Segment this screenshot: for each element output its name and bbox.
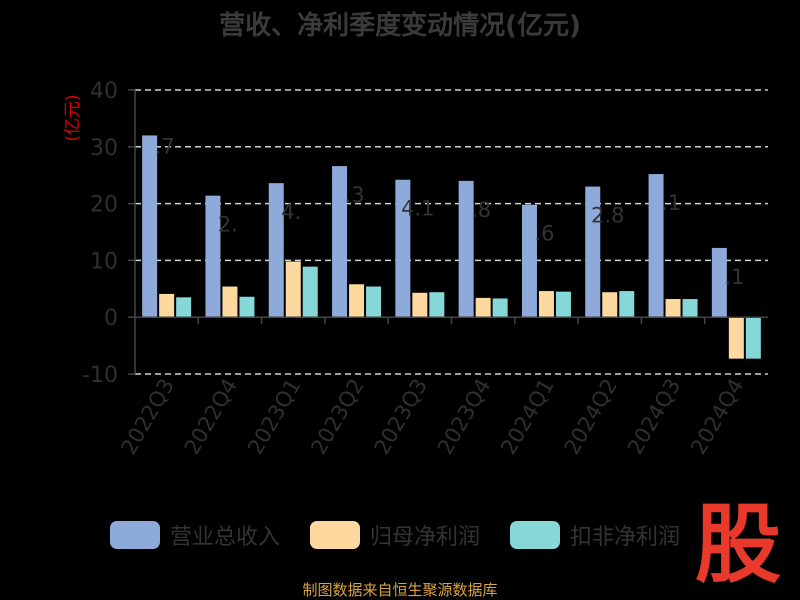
legend-swatch: [510, 521, 560, 549]
bar-series-1-2022Q3: [159, 293, 175, 318]
bar-series-2-2023Q2: [366, 286, 382, 318]
logo-mark: 股: [695, 494, 781, 595]
data-label: 4.: [281, 200, 301, 224]
y-tick-label: -10: [82, 363, 118, 388]
data-label: .7: [155, 134, 175, 158]
x-tick-label: 2023Q4: [433, 375, 495, 459]
x-tick-label: 2024Q2: [560, 375, 622, 459]
bar-series-1-2023Q2: [349, 284, 365, 318]
bar-series-0-2022Q3: [142, 135, 158, 318]
x-tick-label: 2024Q1: [496, 375, 558, 459]
bar-series-0-2023Q3: [395, 179, 411, 318]
x-tick-label: 2024Q3: [623, 375, 685, 459]
legend-label: 归母净利润: [370, 525, 480, 550]
data-label: .8: [471, 198, 491, 222]
bar-series-0-2023Q4: [458, 180, 474, 318]
y-tick-label: 20: [90, 193, 118, 218]
y-tick-label: 10: [90, 249, 118, 274]
legend-swatch: [110, 521, 160, 549]
y-tick-label: 0: [104, 306, 118, 331]
y-tick-label: 40: [90, 79, 118, 104]
legend-label: 营业总收入: [170, 525, 280, 550]
bar-series-2-2022Q3: [176, 297, 192, 318]
data-label: .3: [345, 183, 365, 207]
bar-series-2-2023Q3: [429, 292, 445, 318]
bar-series-2-2024Q4: [745, 317, 761, 359]
bar-series-0-2024Q2: [585, 186, 601, 318]
bar-series-1-2023Q3: [412, 292, 428, 318]
data-label: 2.: [218, 213, 238, 237]
x-tick-label: 2023Q1: [243, 375, 305, 459]
legend-swatch: [310, 521, 360, 549]
x-tick-label: 2024Q4: [686, 375, 748, 459]
bar-series-2-2023Q4: [492, 298, 508, 318]
x-tick-label: 2023Q3: [370, 375, 432, 459]
x-tick-label: 2022Q4: [180, 375, 242, 459]
bar-series-2-2023Q1: [302, 266, 318, 318]
y-tick-label: 30: [90, 136, 118, 161]
bar-series-2-2024Q2: [619, 291, 635, 318]
data-label: .6: [534, 222, 554, 246]
bar-series-2-2024Q3: [682, 299, 698, 318]
bar-series-0-2024Q4: [711, 247, 727, 318]
source-note: 制图数据来自恒生聚源数据库: [302, 581, 497, 599]
bar-series-1-2023Q4: [475, 297, 491, 318]
data-label: .1: [661, 191, 681, 215]
bar-series-0-2024Q3: [648, 174, 664, 318]
bar-series-0-2023Q1: [268, 183, 284, 318]
data-label: 2.8: [591, 204, 624, 228]
legend-label: 扣非净利润: [570, 525, 680, 550]
bar-series-1-2024Q4: [728, 317, 744, 359]
bar-series-0-2024Q1: [521, 204, 537, 318]
y-axis-unit-label: (亿元): [63, 94, 83, 141]
bar-series-0-2022Q4: [205, 195, 221, 318]
bar-series-1-2024Q3: [665, 299, 681, 318]
bar-series-1-2024Q2: [602, 292, 618, 318]
data-label: .1: [724, 265, 744, 289]
x-tick-label: 2022Q3: [117, 375, 179, 459]
x-tick-label: 2023Q2: [306, 375, 368, 459]
bar-series-2-2022Q4: [239, 296, 255, 318]
bar-series-2-2024Q1: [555, 291, 571, 318]
bar-series-1-2023Q1: [285, 261, 301, 318]
bar-series-1-2022Q4: [222, 286, 238, 318]
bar-series-1-2024Q1: [538, 291, 554, 318]
data-label: 4.1: [401, 197, 434, 221]
chart-title: 营收、净利季度变动情况(亿元): [219, 10, 581, 41]
bar-series-0-2023Q2: [332, 166, 348, 318]
